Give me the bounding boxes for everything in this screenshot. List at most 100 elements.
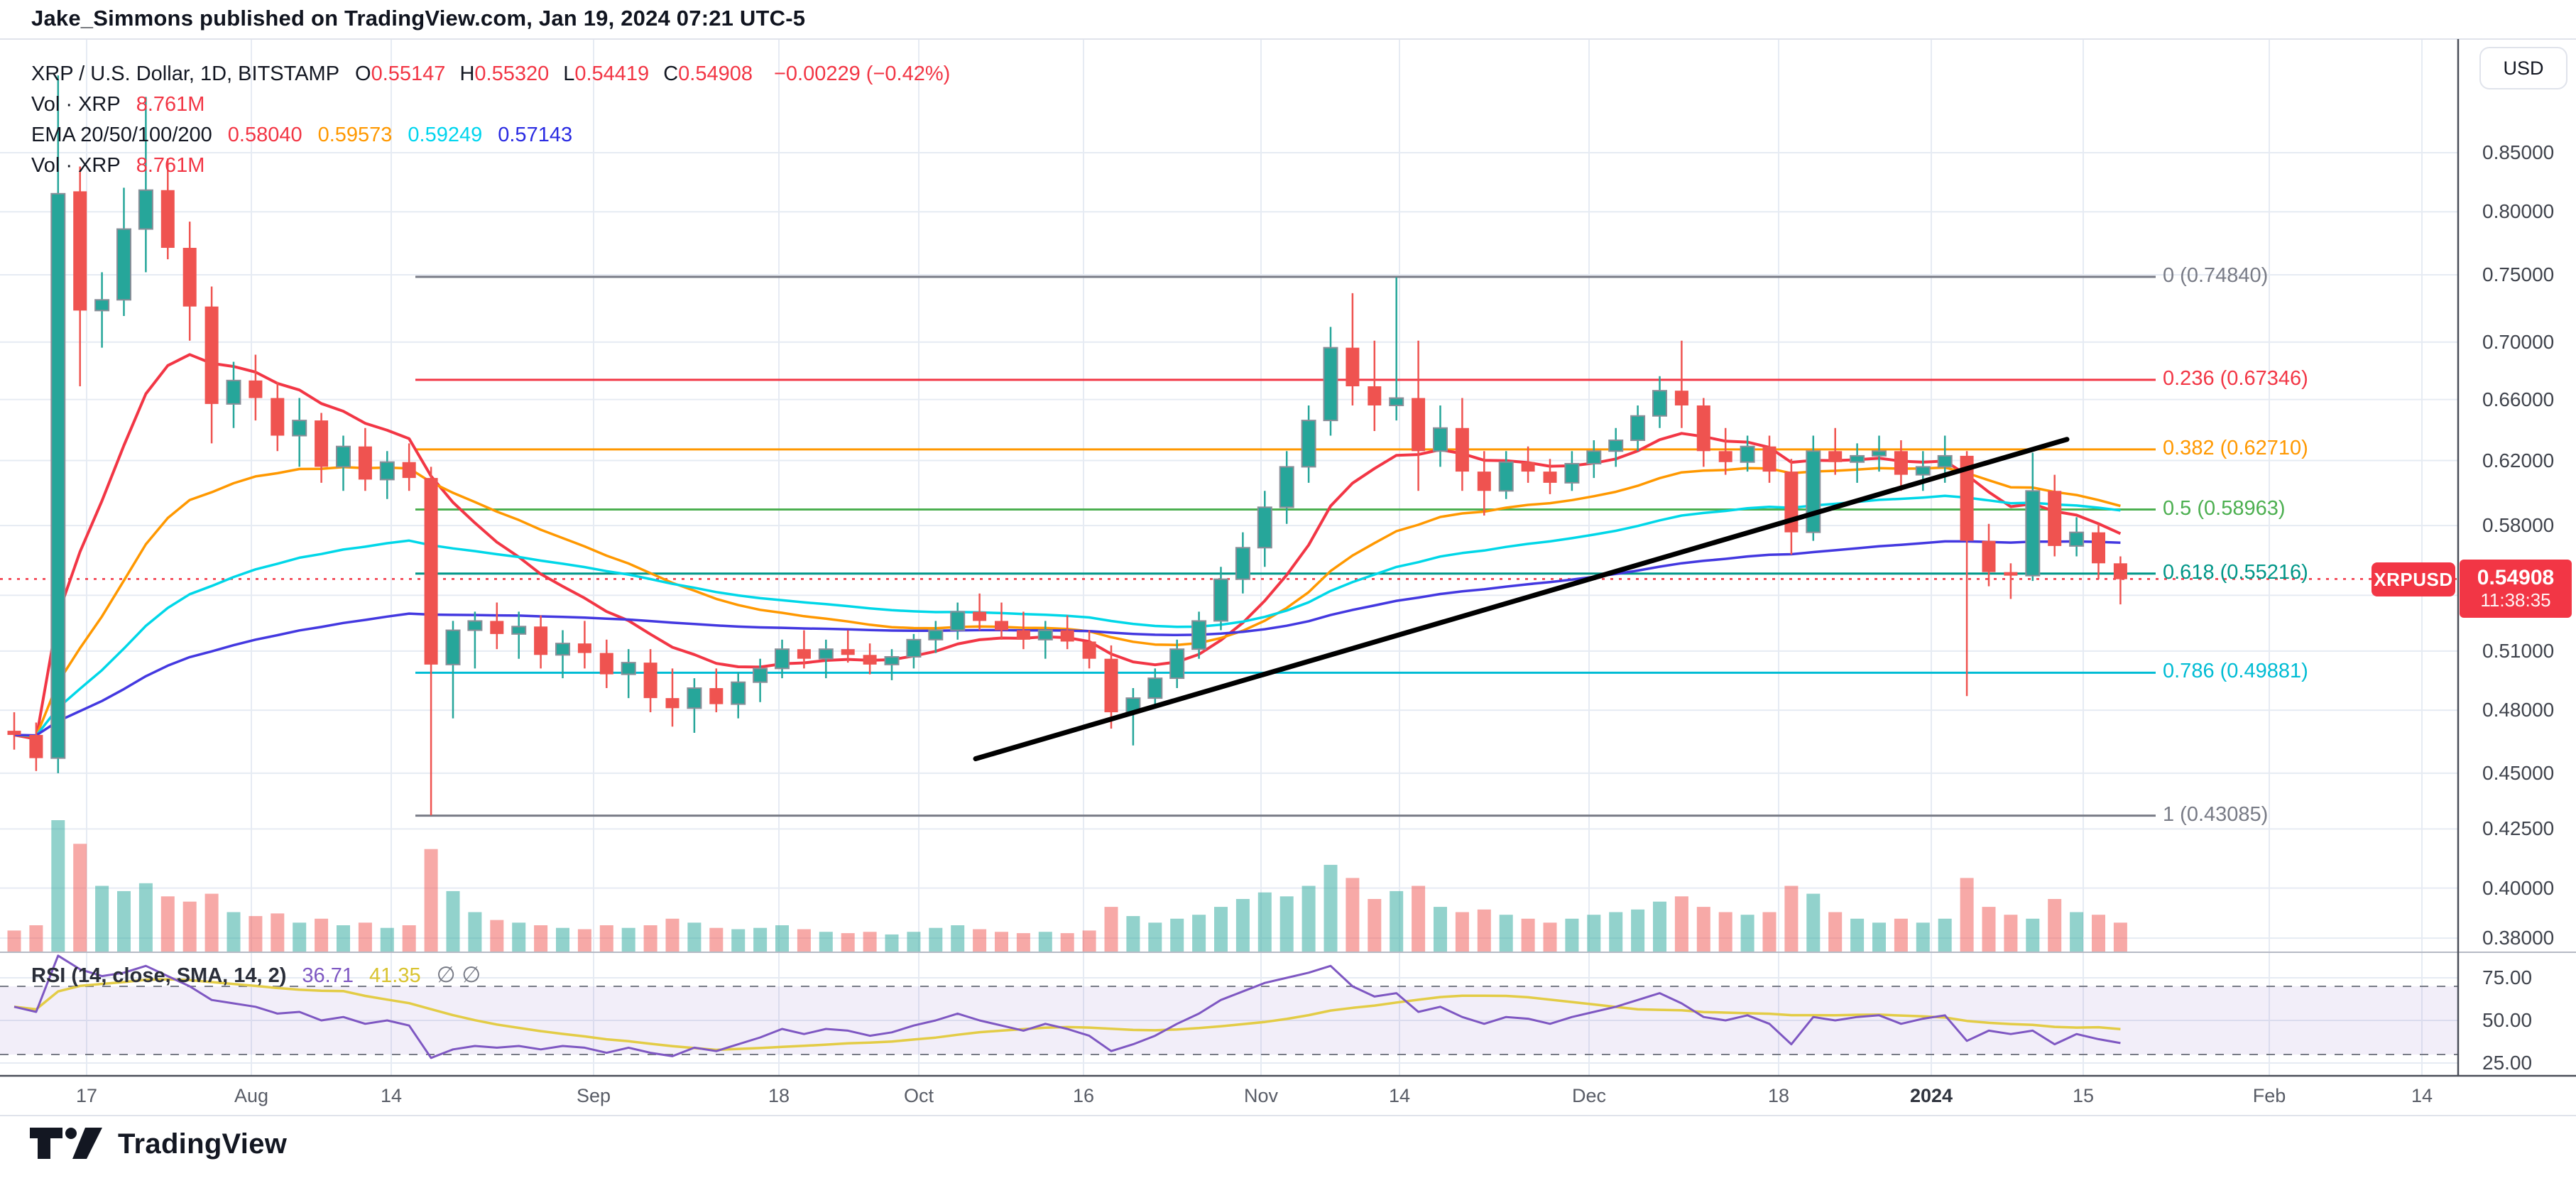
time-tick: Aug	[234, 1085, 269, 1106]
time-tick: 2024	[1909, 1085, 1953, 1106]
candle-body	[379, 461, 395, 481]
volume-bar	[1324, 864, 1338, 952]
volume-bar	[490, 920, 504, 952]
rsi-line	[13, 954, 2121, 1059]
candle-body	[1740, 445, 1755, 463]
candle-body	[1762, 446, 1777, 472]
volume-bar	[621, 927, 635, 952]
candle-body	[1037, 629, 1053, 641]
ohlc-O: O0.55147	[355, 62, 446, 85]
candle-body	[2048, 491, 2062, 546]
price-tick: 0.48000	[2482, 699, 2555, 721]
volume-label: Vol · XRP	[31, 93, 121, 116]
ohlc-L: L0.54419	[563, 62, 650, 85]
fib-label-0.236: 0.236 (0.67346)	[2163, 366, 2308, 390]
volume-bar	[1148, 922, 1162, 952]
legend-ema-row[interactable]: EMA 20/50/100/200 0.58040 0.59573 0.59249 0.…	[31, 124, 588, 147]
candle-body	[29, 734, 43, 758]
rsi-tick: 25.00	[2482, 1052, 2533, 1074]
candle-body	[50, 192, 66, 759]
candle-body	[731, 681, 746, 705]
candle-body	[1433, 427, 1448, 452]
legend-volume-row[interactable]: Vol · XRP 8.761M	[31, 93, 204, 116]
fib-label-0.5: 0.5 (0.58963)	[2163, 496, 2286, 520]
candle-body	[271, 398, 285, 436]
candle-body	[1982, 540, 1996, 572]
volume-bar	[687, 922, 702, 952]
volume-bar	[1301, 885, 1316, 952]
volume-bar	[1126, 916, 1140, 952]
symbol-title: XRP / U.S. Dollar, 1D, BITSTAMP	[31, 62, 340, 85]
tradingview-logo[interactable]: TradingView	[30, 1128, 287, 1160]
candle-body	[1498, 461, 1514, 492]
candle-body	[1850, 454, 1865, 463]
candle-body	[1368, 386, 1382, 405]
price-tick: 0.70000	[2482, 330, 2555, 353]
candle-body	[358, 446, 372, 480]
candle-body	[1082, 641, 1096, 659]
candle-body	[687, 687, 702, 709]
time-tick: 15	[2072, 1085, 2095, 1106]
volume-bar	[2113, 922, 2127, 952]
volume-bar	[2048, 899, 2062, 952]
volume-bar	[1916, 922, 1930, 952]
volume-bar	[1412, 885, 1426, 952]
candle-body	[1169, 648, 1185, 680]
candle-body	[709, 688, 724, 704]
ohlc-C: C0.54908	[663, 62, 753, 85]
volume-bar	[358, 922, 372, 952]
legend-volume-row-2[interactable]: Vol · XRP 8.761M	[31, 154, 204, 178]
volume-bar	[204, 893, 219, 952]
currency-toggle-button[interactable]: USD	[2479, 47, 2567, 89]
time-tick: 14	[2411, 1085, 2433, 1106]
volume-bar	[599, 925, 613, 952]
volume-bar	[819, 932, 833, 952]
volume-bar	[402, 925, 416, 952]
volume-bar	[1192, 915, 1206, 952]
time-tick: 17	[75, 1085, 98, 1106]
volume-bar	[2004, 915, 2018, 952]
candle-body	[7, 731, 21, 735]
price-tick: 0.45000	[2482, 761, 2555, 784]
candle-body	[204, 306, 219, 404]
time-tick: Feb	[2252, 1085, 2286, 1106]
volume-bar	[73, 844, 87, 952]
candle-body	[950, 611, 966, 631]
volume-value-2: 8.761M	[136, 154, 205, 177]
candle-body	[511, 626, 527, 635]
candle-body	[1960, 455, 1974, 541]
volume-bar	[117, 890, 131, 952]
candle-body	[1586, 450, 1602, 464]
candle-body	[555, 643, 570, 656]
volume-bar	[907, 932, 921, 952]
volume-bar	[1631, 909, 1645, 952]
time-tick: 16	[1072, 1085, 1095, 1106]
rsi-legend-row[interactable]: RSI (14, close, SMA, 14, 2) 36.71 41.35 ∅ ∅	[31, 962, 481, 988]
volume-bar	[1060, 933, 1074, 952]
candle-body	[995, 621, 1008, 631]
candle-body	[1696, 405, 1710, 452]
candle-body	[1279, 466, 1294, 508]
candle-body	[2004, 572, 2018, 576]
candle-body	[1630, 415, 1646, 442]
volume-bar	[2092, 915, 2105, 952]
rsi-sma-value: 41.35	[369, 964, 421, 987]
candle-body	[424, 478, 438, 665]
volume-bar	[1104, 907, 1118, 952]
volume-bar	[1455, 912, 1469, 952]
volume-bar	[1740, 915, 1754, 952]
candle-body	[2069, 531, 2085, 547]
last-price-label: 0.54908 11:38:35	[2460, 560, 2572, 618]
volume-bar	[577, 929, 591, 952]
legend-symbol-row[interactable]: XRP / U.S. Dollar, 1D, BITSTAMP O0.55147 H…	[31, 62, 950, 86]
chart-canvas[interactable]	[0, 0, 2576, 1122]
candle-body	[973, 611, 987, 621]
candle-body	[467, 620, 483, 631]
volume-bar	[249, 916, 263, 952]
candle-body	[1213, 578, 1228, 622]
volume-bar	[315, 918, 329, 952]
candle-body	[1937, 454, 1953, 468]
candle-body	[445, 629, 461, 665]
volume-bar	[1828, 912, 1843, 952]
